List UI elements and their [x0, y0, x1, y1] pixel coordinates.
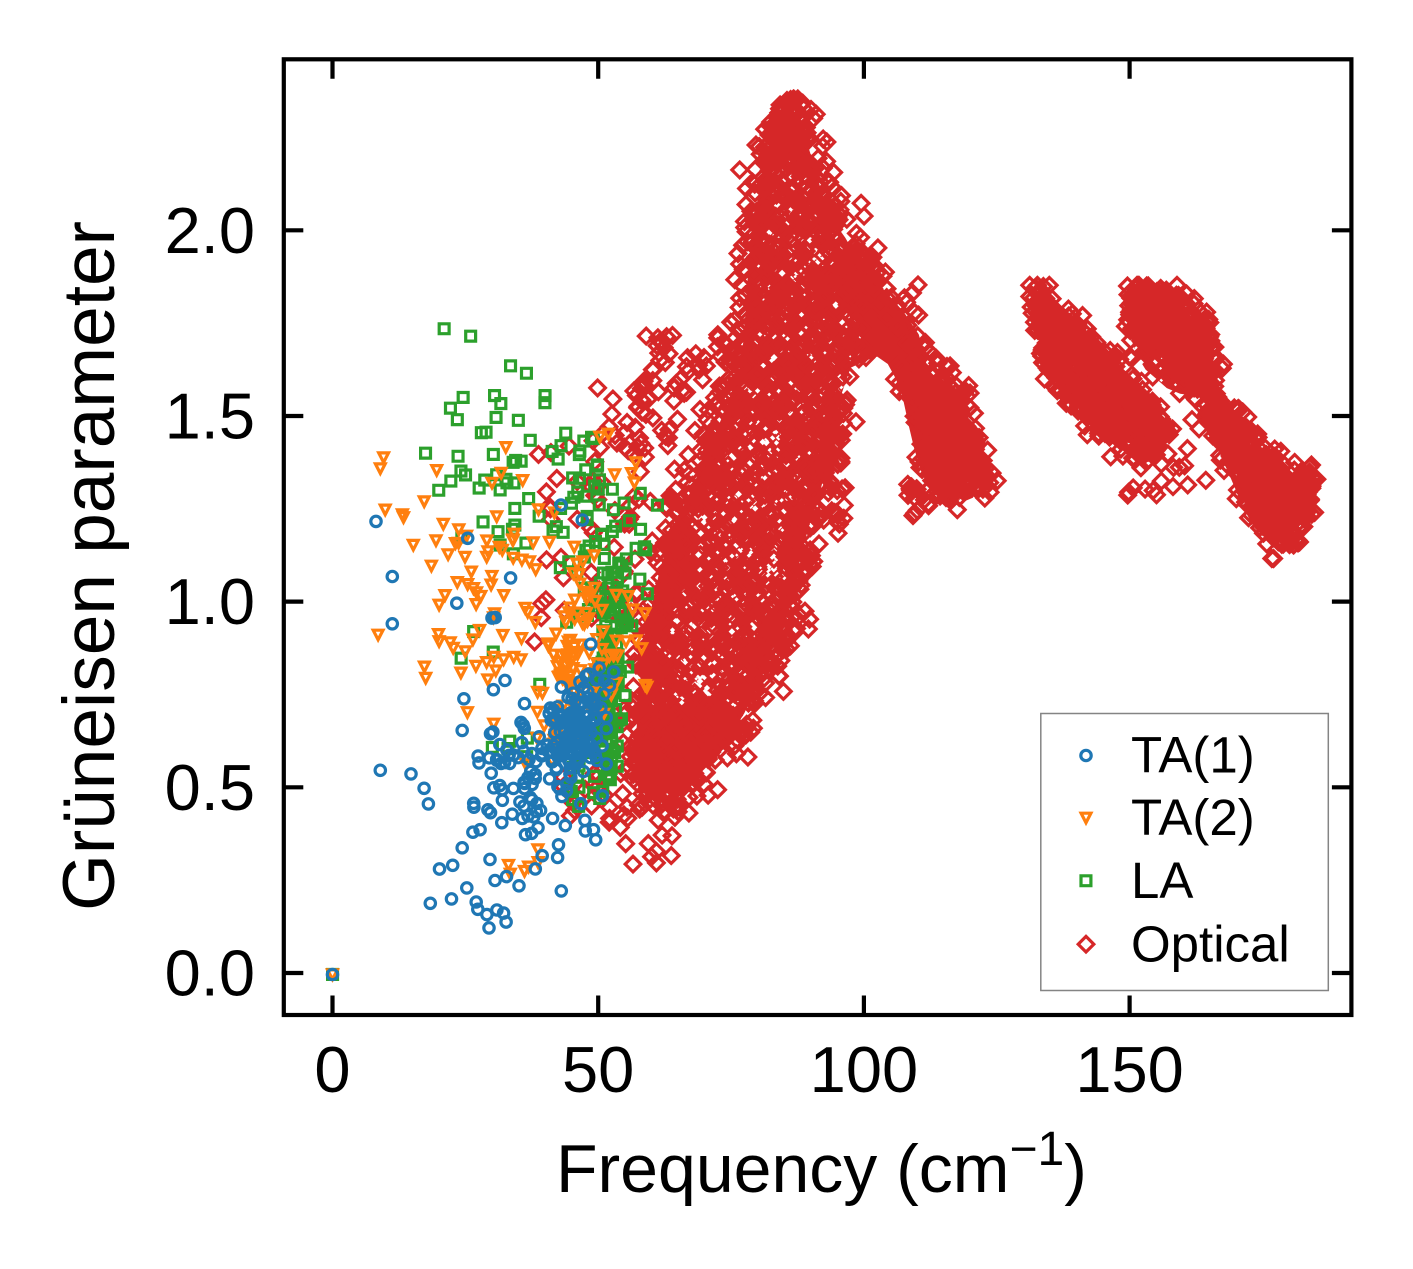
- svg-text:0.5: 0.5: [165, 751, 255, 824]
- svg-text:0: 0: [314, 1033, 350, 1106]
- svg-text:2.0: 2.0: [165, 194, 255, 267]
- svg-text:150: 150: [1075, 1033, 1183, 1106]
- svg-text:Grüneisen parameter: Grüneisen parameter: [49, 221, 130, 911]
- svg-text:LA: LA: [1131, 852, 1193, 909]
- svg-text:100: 100: [810, 1033, 918, 1106]
- svg-text:TA(1): TA(1): [1131, 727, 1255, 784]
- svg-text:Frequency (cm−1): Frequency (cm−1): [556, 1123, 1087, 1207]
- svg-text:TA(2): TA(2): [1131, 789, 1255, 846]
- svg-text:50: 50: [562, 1033, 634, 1106]
- svg-text:0.0: 0.0: [165, 937, 255, 1010]
- svg-text:1.0: 1.0: [165, 565, 255, 638]
- svg-text:Optical: Optical: [1131, 915, 1290, 972]
- svg-text:1.5: 1.5: [165, 380, 255, 453]
